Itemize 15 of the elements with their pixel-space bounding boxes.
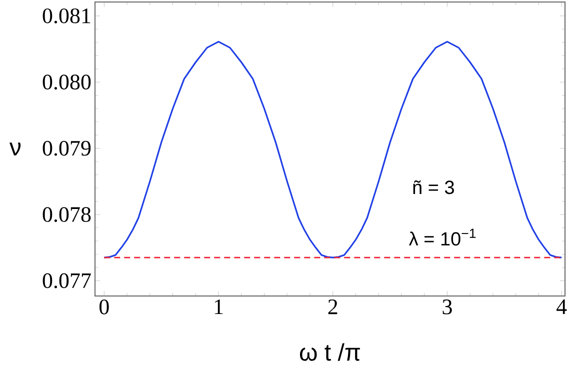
y-tick-label: 0.077 (42, 273, 91, 288)
y-tick-label: 0.080 (42, 74, 91, 90)
x-tick-label: 0 (99, 300, 109, 314)
x-tick-label: 3 (442, 300, 452, 314)
annotation: λ = 10$^{−1}$ (408, 228, 476, 246)
x-tick-label: 1 (214, 300, 223, 314)
x-tick-label: 2 (328, 300, 338, 314)
x-axis-title: ω t /π (300, 343, 360, 361)
x-tick-label: 4 (556, 300, 567, 314)
y-tick-label: 0.078 (42, 207, 91, 222)
line-series (103, 40, 562, 258)
annotation: ñ = 3 (413, 180, 454, 194)
y-tick-label: 0.081 (42, 8, 90, 24)
y-axis-title: ν (9, 142, 21, 156)
y-tick-label: 0.079 (42, 140, 91, 156)
